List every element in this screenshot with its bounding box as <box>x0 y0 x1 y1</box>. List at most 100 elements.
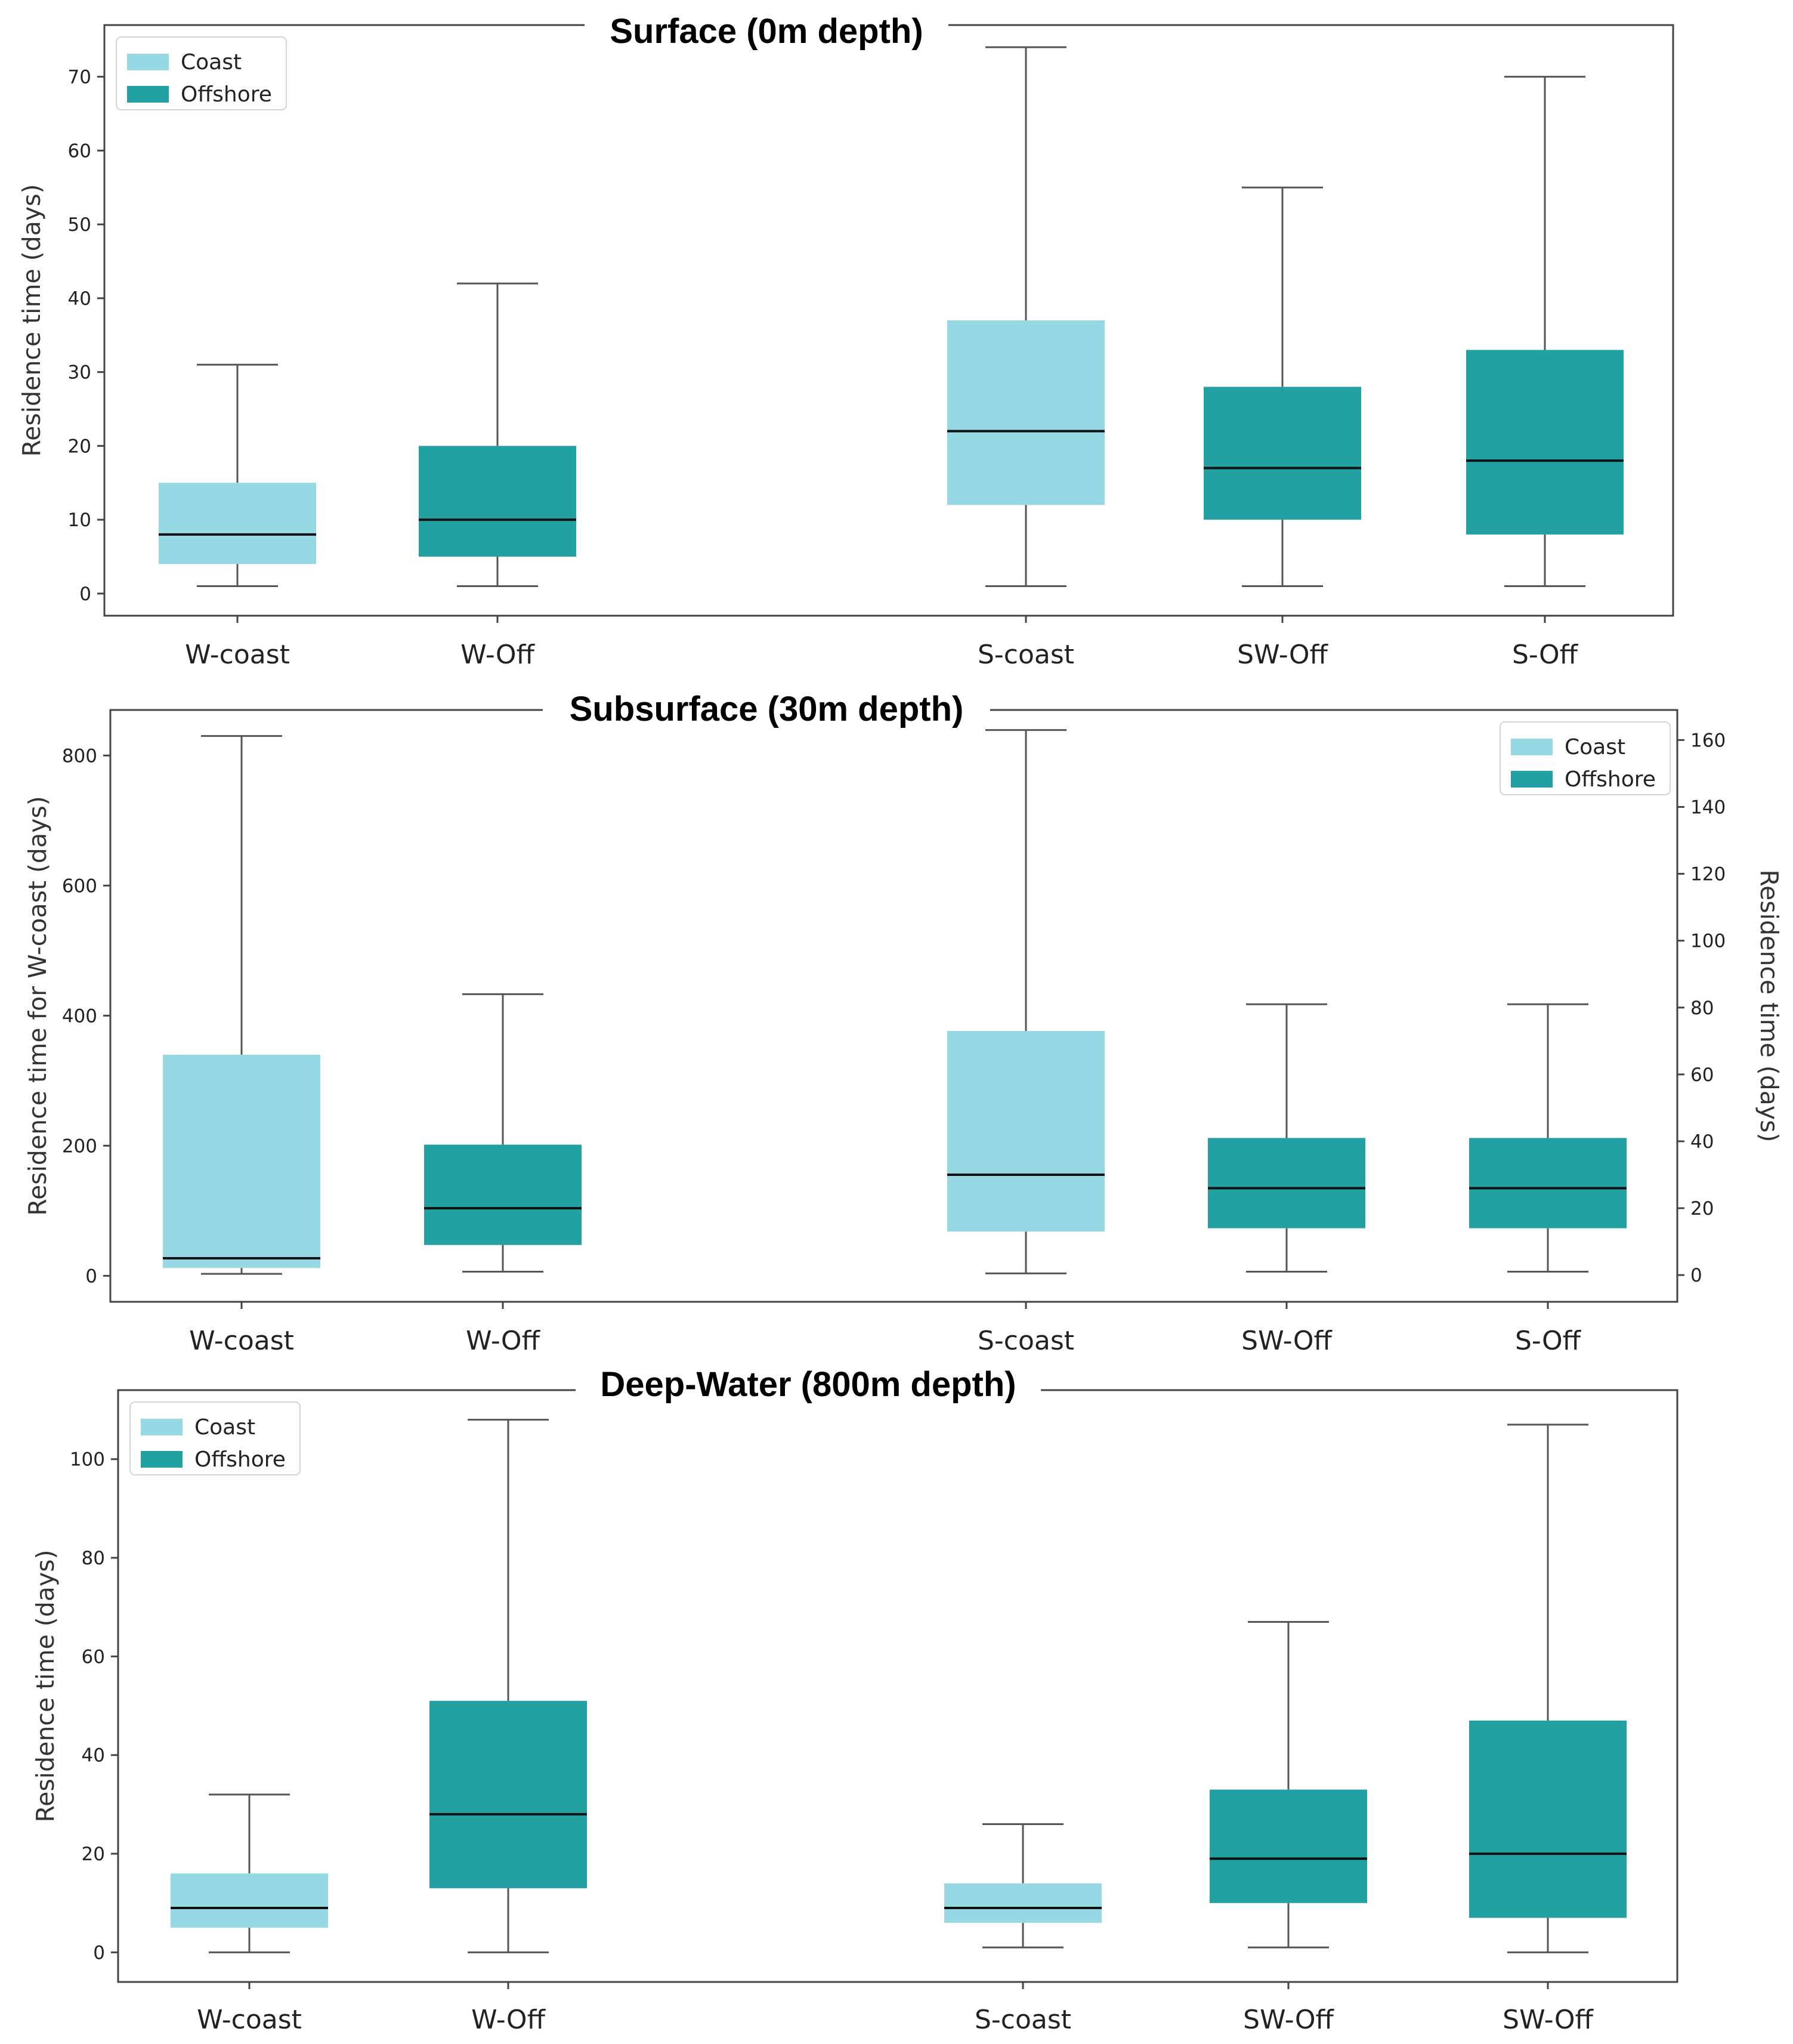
y-tick-label: 20 <box>82 1844 105 1865</box>
y-axis-label-right: Residence time (days) <box>1755 869 1783 1142</box>
box-w-coast <box>159 363 316 587</box>
box-w-off <box>419 282 576 587</box>
x-tick-label: W-Off <box>460 640 535 670</box>
box-sw-off <box>1208 1003 1365 1273</box>
box-iqr <box>1208 1138 1365 1228</box>
legend-swatch <box>127 54 169 70</box>
x-tick-label: W-coast <box>197 2005 302 2035</box>
legend-swatch <box>1511 771 1553 788</box>
y-axis-right: 0 20 40 60 80 100 120 140 160 <box>1677 730 1726 1286</box>
y-tick-label: 60 <box>82 1646 105 1668</box>
legend-label: Coast <box>1565 735 1625 759</box>
axes-frame <box>103 24 1674 617</box>
x-tick-label: S-coast <box>975 2005 1071 2035</box>
x-tick-label: W-coast <box>189 1326 294 1356</box>
y-axis-left: 0 10 20 30 40 50 60 70 <box>68 67 104 605</box>
legend-swatch <box>1511 739 1553 755</box>
box-w-coast <box>163 735 320 1275</box>
box-iqr <box>944 1883 1102 1923</box>
box-iqr <box>1204 387 1361 520</box>
y-tick-label: 0 <box>93 1942 105 1963</box>
box-iqr <box>1469 1138 1627 1228</box>
y-tick-label: 200 <box>62 1135 97 1157</box>
legend-swatch <box>141 1419 183 1435</box>
y-tick-label-right: 100 <box>1690 931 1726 952</box>
y-tick-label: 50 <box>68 214 91 236</box>
legend-label: Offshore <box>181 82 272 107</box>
box-sw-off <box>1204 186 1361 587</box>
box-s-off <box>1469 1003 1627 1273</box>
box-iqr <box>947 1031 1105 1232</box>
chart-panel-3: 0 20 40 60 80 100 Residence time (days) W-coast… <box>31 1365 1678 2035</box>
y-tick-label: 40 <box>82 1745 105 1767</box>
chart-title: Subsurface (30m depth) <box>570 690 964 728</box>
y-tick-label: 400 <box>62 1005 97 1027</box>
y-tick-label: 20 <box>68 436 91 457</box>
y-tick-label-right: 40 <box>1690 1131 1714 1153</box>
y-tick-label-right: 120 <box>1690 864 1726 885</box>
chart-panel-2: 0 200 400 600 800 0 20 40 60 80 100 120 140 160 Reside… <box>23 690 1783 1356</box>
box-iqr <box>163 1054 320 1268</box>
x-tick-label: SW-Off <box>1241 1326 1333 1356</box>
chart-title: Deep-Water (800m depth) <box>600 1365 1016 1404</box>
y-tick-label: 40 <box>68 288 91 310</box>
y-axis-label: Residence time for W-coast (days) <box>23 796 52 1215</box>
legend-label: Offshore <box>194 1447 286 1472</box>
legend-swatch <box>141 1451 183 1468</box>
axes-frame <box>109 709 1678 1303</box>
box-sw-off <box>1469 1424 1627 1953</box>
box-iqr <box>1210 1789 1367 1903</box>
legend-label: Offshore <box>1565 767 1656 792</box>
y-tick-label: 800 <box>62 745 97 767</box>
box-w-off <box>424 993 582 1273</box>
y-tick-label: 80 <box>82 1548 105 1569</box>
y-tick-label-right: 20 <box>1690 1198 1714 1219</box>
x-tick-label: W-coast <box>185 640 290 670</box>
box-w-coast <box>171 1793 328 1953</box>
y-tick-label-right: 80 <box>1690 998 1714 1019</box>
y-tick-label: 600 <box>62 875 97 897</box>
box-iqr <box>159 483 316 564</box>
title-gap <box>585 21 948 29</box>
box-iqr <box>947 320 1105 505</box>
legend: Coast Offshore <box>116 36 287 110</box>
box-iqr <box>1469 1720 1627 1918</box>
x-tick-label: S-coast <box>978 1326 1074 1356</box>
x-tick-label: SW-Off <box>1503 2005 1594 2035</box>
y-tick-label: 60 <box>68 140 91 162</box>
box-s-coast <box>944 1823 1102 1949</box>
legend-swatch <box>127 86 169 103</box>
x-tick-label: S-Off <box>1515 1326 1582 1356</box>
legend-label: Coast <box>194 1415 255 1440</box>
axes-frame <box>117 1389 1678 1983</box>
y-axis-label: Residence time (days) <box>31 1549 60 1822</box>
title-gap <box>543 706 990 714</box>
y-axis-left: 0 200 400 600 800 <box>62 745 110 1287</box>
chart-panel-1: 0 10 20 30 40 50 60 70 Residence time (days) W-co… <box>17 12 1674 670</box>
y-tick-label: 0 <box>85 1265 97 1287</box>
x-tick-label: SW-Off <box>1243 2005 1334 2035</box>
box-s-coast <box>947 729 1105 1274</box>
box-iqr <box>424 1144 582 1245</box>
box-iqr <box>419 446 576 557</box>
box-s-coast <box>947 46 1105 587</box>
y-tick-label: 100 <box>70 1449 105 1471</box>
x-tick-label: W-Off <box>466 1326 540 1356</box>
x-tick-label: S-Off <box>1512 640 1579 670</box>
box-iqr <box>429 1700 587 1888</box>
box-s-off <box>1466 76 1624 587</box>
y-tick-label-right: 60 <box>1690 1064 1714 1086</box>
legend: Coast Offshore <box>1500 721 1671 795</box>
y-tick-label-right: 160 <box>1690 730 1726 751</box>
box-iqr <box>1466 350 1624 535</box>
x-tick-label: W-Off <box>471 2005 546 2035</box>
chart-title: Surface (0m depth) <box>610 12 923 51</box>
y-tick-label: 10 <box>68 510 91 531</box>
y-tick-label-right: 0 <box>1690 1265 1702 1286</box>
y-axis-label: Residence time (days) <box>17 184 46 456</box>
x-tick-label: SW-Off <box>1237 640 1328 670</box>
box-iqr <box>171 1873 328 1928</box>
y-tick-label: 70 <box>68 67 91 88</box>
legend: Coast Offshore <box>129 1401 301 1475</box>
